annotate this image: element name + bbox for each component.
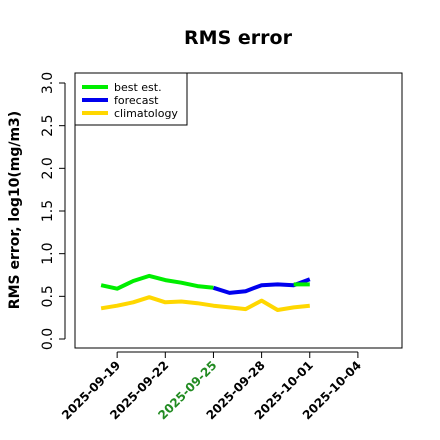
y-axis-label: RMS error, log10(mg/m3) bbox=[7, 111, 23, 309]
y-tick-label: 2.5 bbox=[40, 115, 56, 137]
series-line-best-est bbox=[100, 273, 214, 291]
legend-label: forecast bbox=[114, 94, 159, 107]
x-axis: 2025-09-192025-09-222025-09-252025-09-28… bbox=[59, 351, 364, 422]
y-tick-label: 3.0 bbox=[40, 72, 56, 94]
y-tick-label: 1.0 bbox=[40, 243, 56, 265]
series-layer bbox=[100, 273, 311, 312]
y-axis: 0.0 0.5 1.0 1.5 2.0 2.5 3.0 bbox=[40, 72, 66, 350]
legend-label: best est. bbox=[114, 81, 162, 94]
y-tick-label: 2.0 bbox=[40, 157, 56, 179]
chart-title: RMS error bbox=[184, 27, 293, 49]
y-tick-label: 0.0 bbox=[40, 328, 56, 350]
plot-frame bbox=[74, 72, 403, 349]
legend-label: climatology bbox=[114, 107, 178, 120]
y-tick-label: 1.5 bbox=[40, 200, 56, 222]
y-tick-label: 0.5 bbox=[40, 285, 56, 307]
series-line-climatology bbox=[100, 295, 311, 312]
